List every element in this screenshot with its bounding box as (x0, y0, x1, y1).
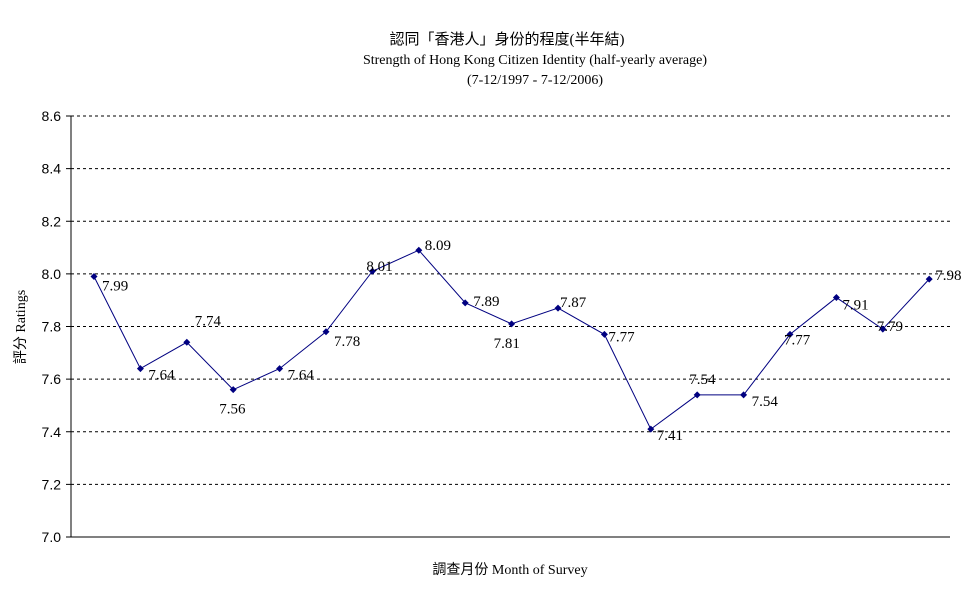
y-axis-title: 評分 Ratings (13, 290, 29, 364)
data-point-marker (554, 304, 562, 312)
data-point-marker (322, 328, 330, 336)
data-point-marker (136, 365, 144, 373)
data-point-marker (276, 365, 284, 373)
chart-subtitle: Strength of Hong Kong Citizen Identity (… (363, 53, 707, 68)
data-point-marker (415, 246, 423, 254)
chart-subtitle-range: (7-12/1997 - 7-12/2006) (467, 73, 603, 88)
data-label: 7.54 (752, 394, 779, 410)
data-label: 7.91 (842, 298, 868, 314)
data-point-marker (740, 391, 748, 399)
data-label: 7.89 (473, 294, 499, 310)
data-point-marker (90, 273, 98, 281)
data-point-marker (832, 294, 840, 302)
x-axis-title: 調查月份 Month of Survey (432, 562, 587, 578)
data-label: 7.56 (219, 402, 246, 418)
chart-title: 認同「香港人」身份的程度(半年結) (390, 31, 625, 48)
data-label: 7.64 (288, 368, 315, 384)
y-tick-label: 8.4 (42, 161, 62, 177)
data-label: 8.09 (425, 238, 451, 254)
data-label: 8.01 (366, 259, 392, 275)
data-point-marker (693, 391, 701, 399)
y-tick-label: 8.6 (42, 108, 62, 124)
y-tick-label: 7.4 (42, 424, 62, 440)
y-tick-label: 7.6 (42, 371, 62, 387)
data-point-marker (879, 325, 887, 333)
y-tick-label: 7.0 (42, 529, 62, 545)
data-point-marker (183, 338, 191, 346)
y-tick-label: 7.2 (42, 476, 62, 492)
series-group (90, 246, 933, 433)
data-point-marker (600, 330, 608, 338)
data-label: 7.99 (102, 279, 128, 295)
data-label: 7.41 (657, 428, 683, 444)
data-point-marker (647, 425, 655, 433)
data-label: 7.98 (935, 268, 961, 284)
data-point-marker (925, 275, 933, 283)
data-label: 7.78 (334, 334, 360, 350)
data-label: 7.77 (608, 329, 635, 345)
data-point-marker (786, 330, 794, 338)
data-labels: 7.99 7.64 7.74 7.56 7.64 7.78 8.01 8.09 7.89 7.81… (102, 238, 961, 444)
gridlines (71, 115, 950, 485)
data-point-marker (368, 267, 376, 275)
data-label: 7.79 (877, 319, 903, 335)
data-point-marker (508, 320, 516, 328)
data-label: 7.54 (689, 372, 716, 388)
y-axis-ticks: 7.0 7.2 7.4 7.6 7.8 8.0 8.2 8.4 8.6 (42, 108, 71, 545)
data-label: 7.64 (148, 368, 175, 384)
data-label: 7.87 (560, 295, 587, 311)
data-label: 7.74 (195, 313, 222, 329)
data-label: 7.81 (494, 336, 520, 352)
data-point-marker (461, 299, 469, 307)
y-tick-label: 7.8 (42, 319, 62, 335)
data-label: 7.77 (784, 332, 811, 348)
y-tick-label: 8.0 (42, 266, 62, 282)
data-point-marker (229, 386, 237, 394)
y-tick-label: 8.2 (42, 213, 62, 229)
